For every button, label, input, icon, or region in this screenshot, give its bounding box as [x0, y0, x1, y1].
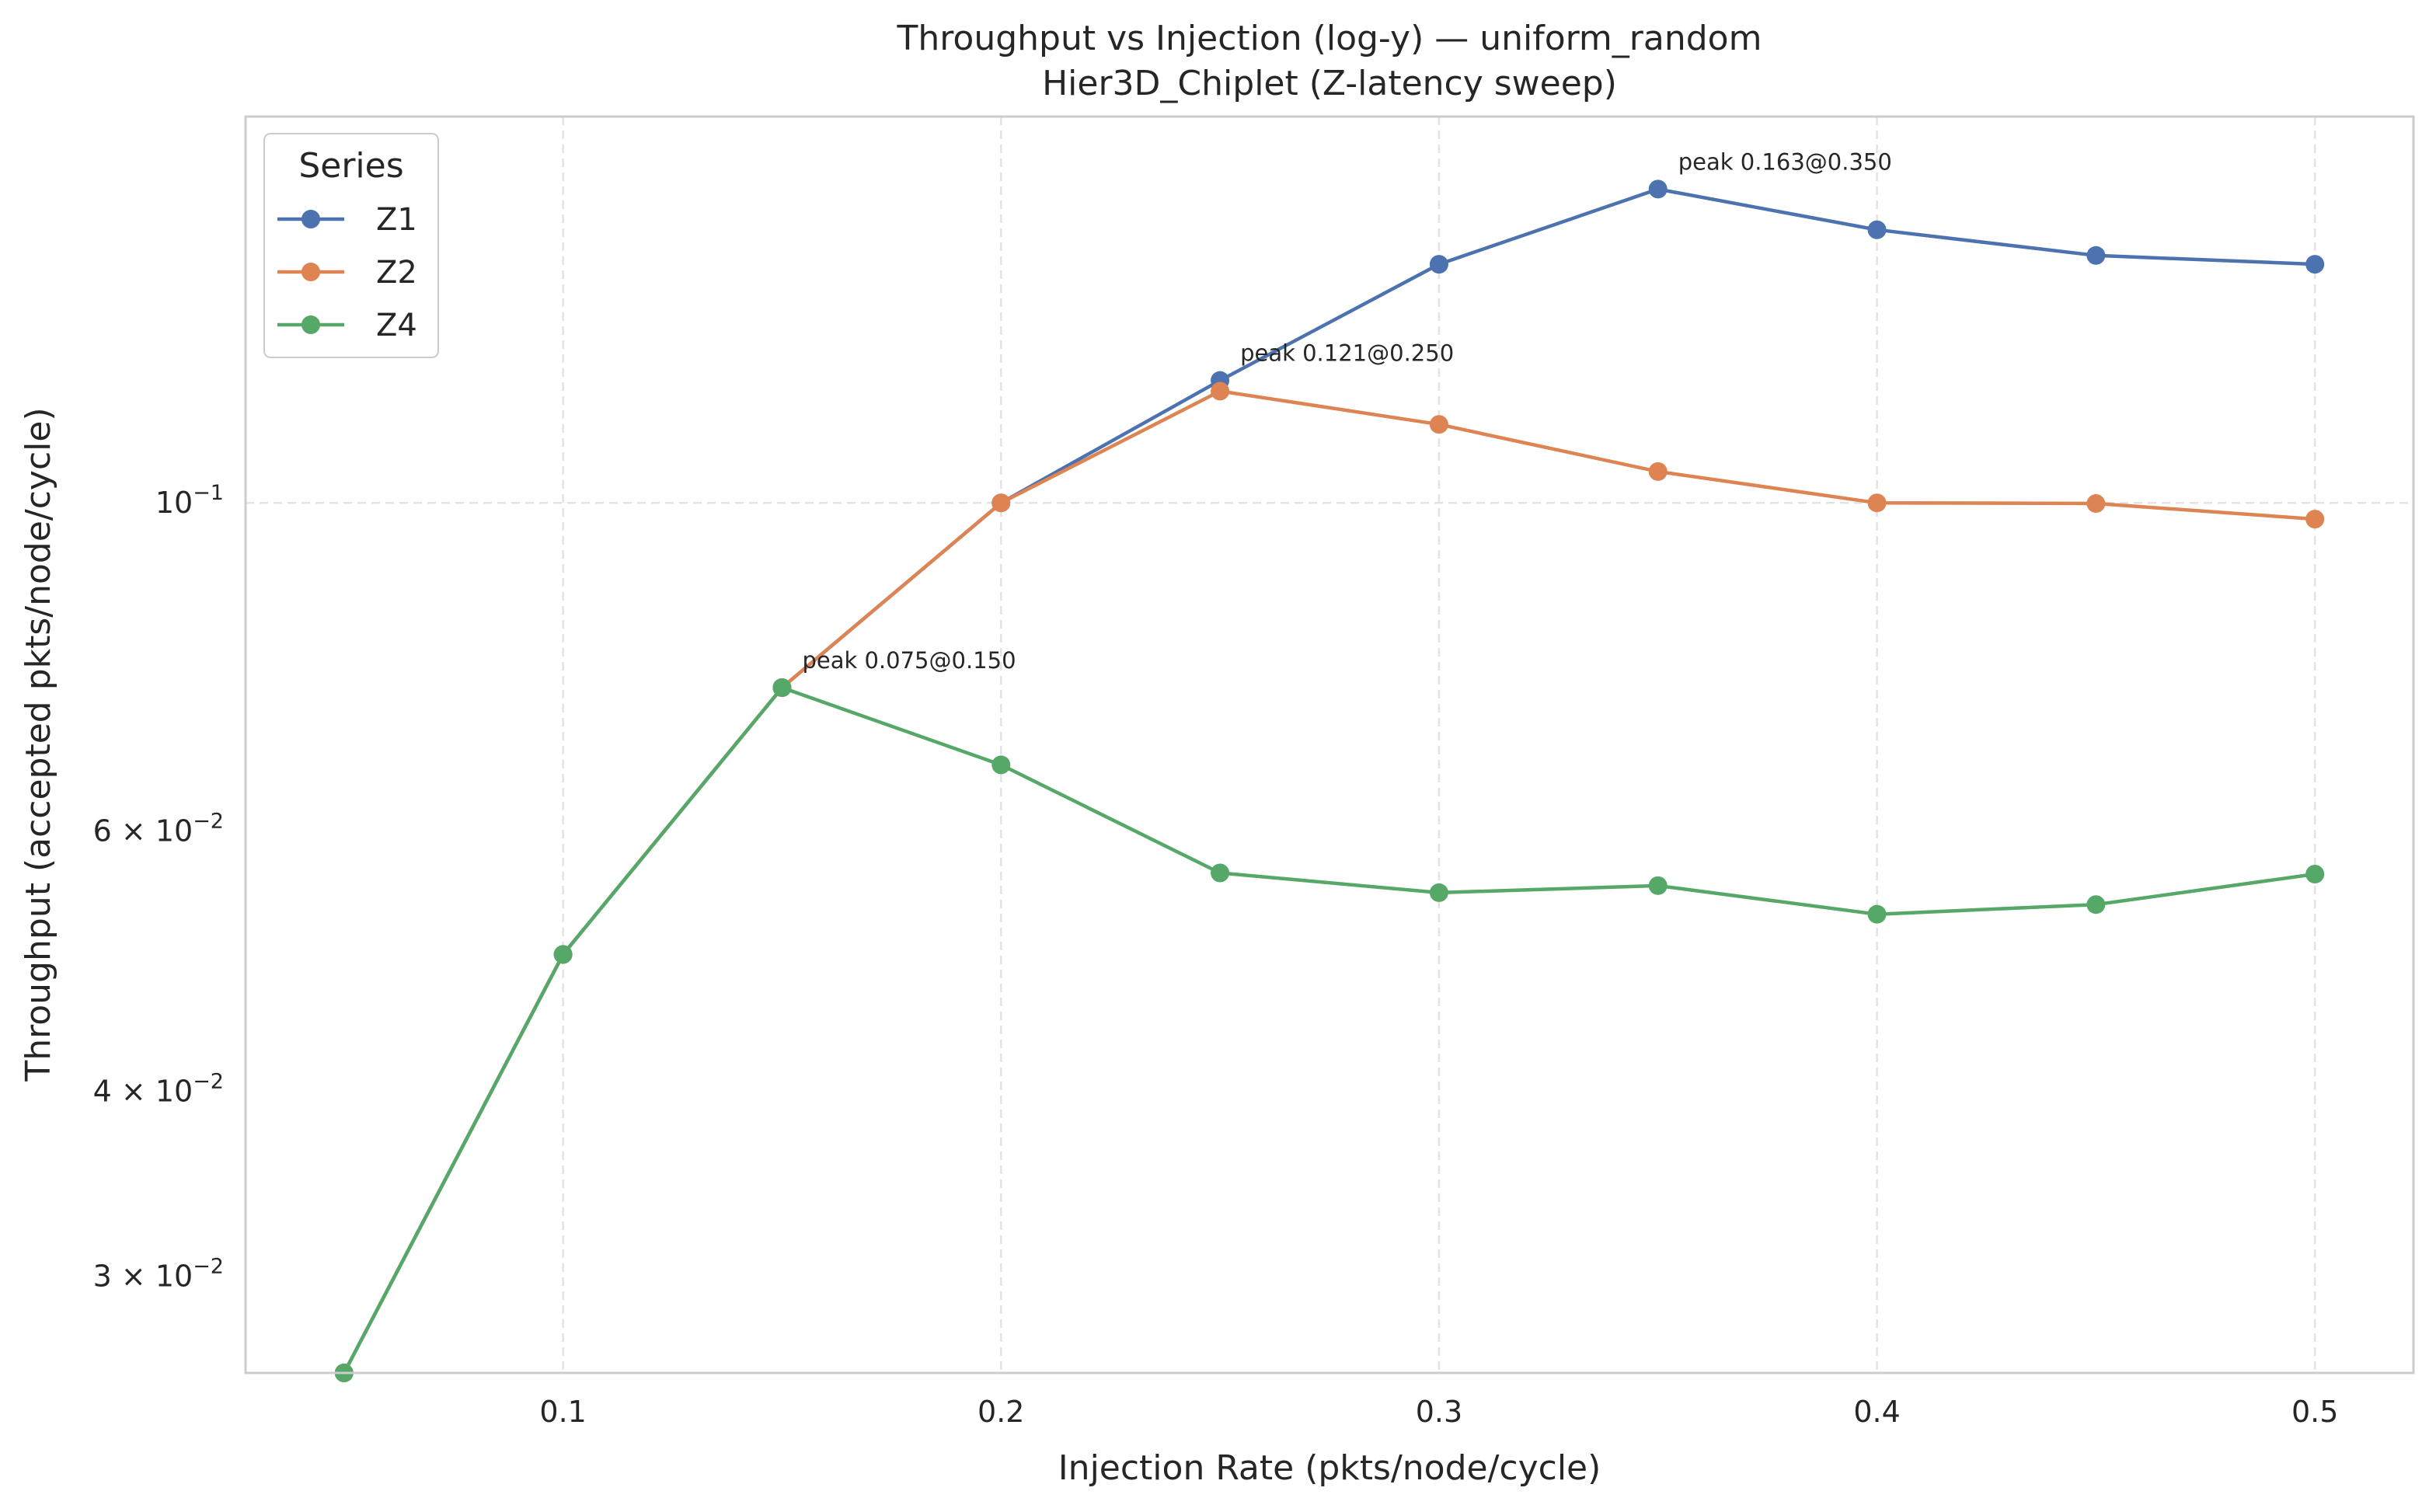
data-point	[1429, 883, 1448, 902]
data-point	[1867, 220, 1887, 239]
peak-annotation: peak 0.121@0.250	[1240, 340, 1454, 367]
data-point	[2086, 246, 2106, 265]
data-point	[2086, 895, 2106, 915]
series-z4	[334, 678, 2325, 1382]
data-point	[1648, 179, 1668, 199]
peak-annotation: peak 0.075@0.150	[802, 647, 1016, 674]
legend-swatch-marker	[301, 315, 320, 334]
data-point	[2305, 510, 2325, 529]
data-point	[1867, 493, 1887, 513]
data-point	[1211, 863, 1230, 883]
data-point	[1429, 255, 1448, 274]
x-tick-label: 0.5	[2291, 1395, 2338, 1429]
chart-title: Throughput vs Injection (log-y) — unifor…	[897, 19, 1762, 58]
legend-swatch-marker	[301, 210, 320, 228]
grid	[246, 117, 2413, 1373]
series-layer	[334, 179, 2325, 1382]
legend-label: Z2	[376, 255, 417, 291]
data-point	[1867, 904, 1887, 924]
data-point	[2305, 864, 2325, 883]
data-point	[553, 945, 573, 964]
data-point	[1648, 462, 1668, 481]
plot-frame	[244, 115, 2415, 1374]
data-point	[1429, 415, 1448, 434]
y-tick-label: 10−1	[155, 481, 224, 520]
data-point	[991, 755, 1011, 775]
legend-label: Z4	[376, 308, 417, 343]
data-point	[1211, 381, 1230, 401]
series-line	[342, 685, 2316, 1374]
y-tick-label: 6 × 10−2	[93, 809, 224, 848]
x-tick-label: 0.3	[1416, 1395, 1462, 1429]
data-point	[1648, 876, 1668, 895]
y-tick-label: 3 × 10−2	[93, 1254, 224, 1293]
x-tick-labels: 0.1 0.2 0.3 0.4 0.5	[539, 1395, 2338, 1429]
legend-title: Series	[298, 146, 403, 186]
chart-subtitle: Hier3D_Chiplet (Z-latency sweep)	[1042, 64, 1617, 103]
data-point	[2086, 494, 2106, 514]
peak-annotation: peak 0.163@0.350	[1678, 148, 1892, 175]
legend-swatch-marker	[301, 263, 320, 281]
y-tick-labels: 10−1 6 × 10−2 4 × 10−2 3 × 10−2	[93, 481, 224, 1293]
series-line	[342, 187, 2316, 1374]
x-axis-label: Injection Rate (pkts/node/cycle)	[1058, 1448, 1601, 1488]
legend-label: Z1	[376, 202, 417, 238]
data-point	[772, 678, 792, 698]
legend: Series Z1 Z2 Z4	[263, 133, 439, 358]
x-tick-label: 0.4	[1853, 1395, 1900, 1429]
legend-box	[263, 133, 439, 358]
annotations: peak 0.163@0.350 peak 0.121@0.250 peak 0.0…	[802, 148, 1891, 674]
y-axis-label: Throughput (accepted pkts/node/cycle)	[19, 407, 58, 1082]
x-tick-label: 0.1	[539, 1395, 586, 1429]
x-tick-label: 0.2	[978, 1395, 1024, 1429]
data-point	[991, 493, 1011, 513]
y-tick-label: 4 × 10−2	[93, 1070, 224, 1109]
data-point	[2305, 255, 2325, 274]
